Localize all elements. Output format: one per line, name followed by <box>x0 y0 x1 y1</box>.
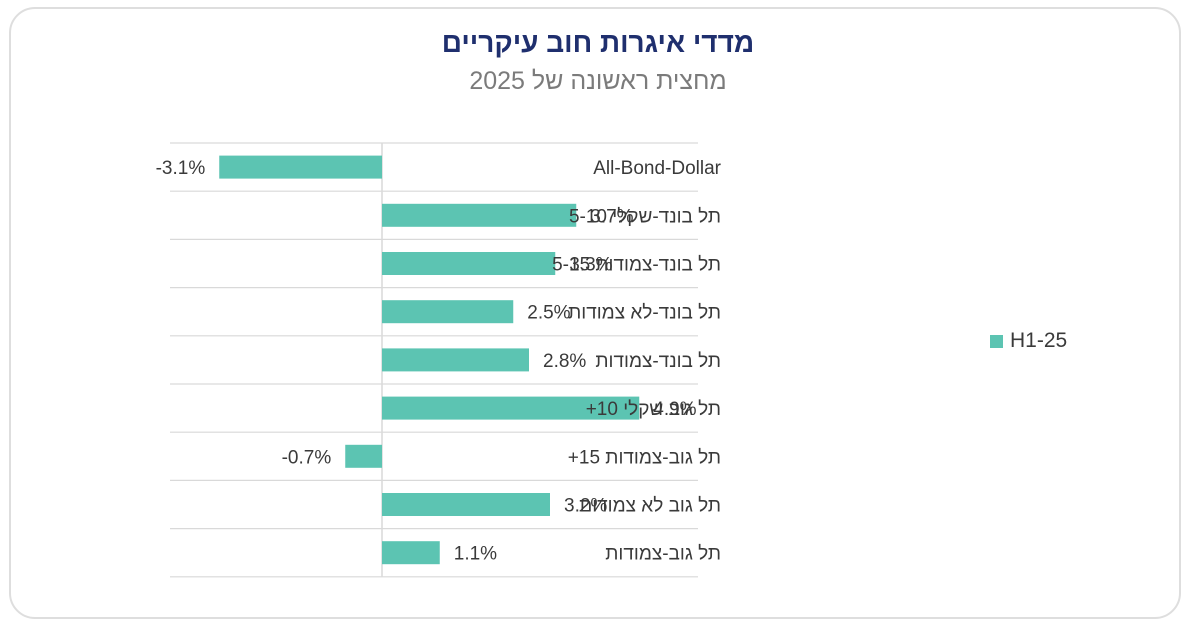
category-label: תל בונד-צמודות <box>595 351 721 372</box>
data-label: 3.7% <box>590 206 633 227</box>
data-label: 4.9% <box>653 399 696 420</box>
chart-card <box>9 7 1181 619</box>
bar <box>382 493 550 516</box>
data-label: 2.8% <box>543 351 586 372</box>
bar <box>382 203 577 227</box>
data-label: 2.5% <box>527 303 570 324</box>
bar <box>382 348 529 372</box>
bar <box>382 252 556 275</box>
data-label: 3.2% <box>564 496 607 517</box>
category-label: תל בונד-צמודות 5-15 <box>552 255 721 276</box>
bar <box>345 444 382 468</box>
category-label: All-Bond-Dollar <box>593 158 721 179</box>
category-label: תל גוב שקלי 10+ <box>586 399 721 420</box>
category-label: תל גוב לא צמודות <box>579 496 721 517</box>
bar <box>382 300 514 324</box>
data-label: 3.3% <box>569 255 612 276</box>
chart-subtitle: מחצית ראשונה של 2025 <box>469 67 727 95</box>
bar <box>382 396 640 420</box>
category-label: תל גוב-צמודות <box>605 544 721 565</box>
legend: H1-25 <box>990 329 1067 353</box>
category-label: תל בונד-לא צמודות <box>568 303 721 324</box>
data-label: -3.1% <box>156 158 206 179</box>
legend-swatch <box>990 334 1003 348</box>
legend-label: H1-25 <box>1010 329 1068 352</box>
chart-title: מדדי איגרות חוב עיקריים <box>441 27 755 58</box>
bar <box>219 155 382 179</box>
data-label: 1.1% <box>454 544 497 565</box>
data-label: -0.7% <box>282 447 332 468</box>
category-label: תל בונד-שקלי 5-10 <box>569 206 721 227</box>
category-label: תל גוב-צמודות 15+ <box>568 447 721 468</box>
bar <box>382 541 440 565</box>
